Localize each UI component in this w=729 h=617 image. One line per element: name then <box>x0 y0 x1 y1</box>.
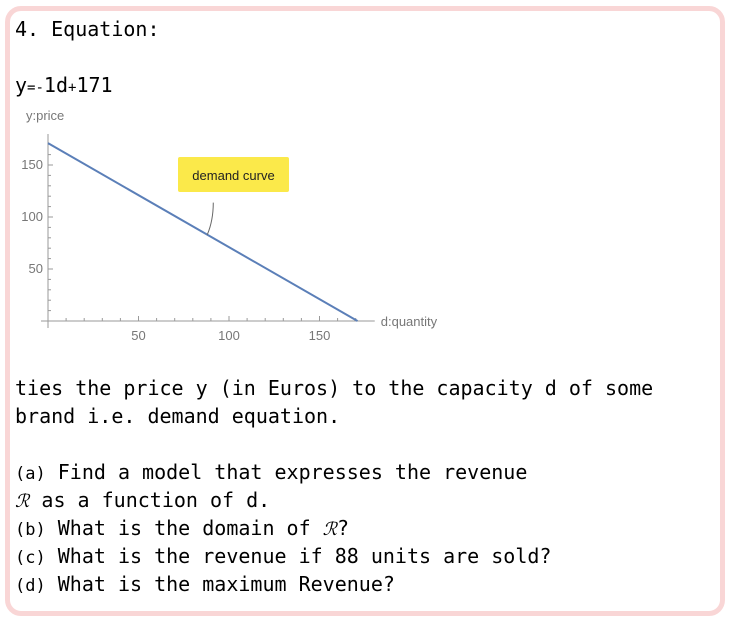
question-b-text: What is the domain of <box>57 516 323 540</box>
demand-line <box>47 142 359 322</box>
annotation-box <box>178 157 289 192</box>
question-a-line-1: (a) Find a model that expresses the reve… <box>15 460 527 484</box>
revenue-symbol: ℛ <box>15 491 30 512</box>
x-axis-label: d:quantity <box>381 314 438 329</box>
y-axis-label: y:price <box>26 108 64 123</box>
question-c-label: (c) <box>15 548 46 568</box>
question-b-label: (b) <box>15 520 46 540</box>
question-b-mark: ? <box>337 516 350 540</box>
exercise-card <box>5 6 725 616</box>
question-a-line-2: ℛ as a function of d. <box>15 488 270 512</box>
equation-plus: + <box>68 80 77 96</box>
equation-constant: 171 <box>76 73 113 97</box>
paragraph-line-2: brand i.e. demand equation. <box>15 404 341 428</box>
x-tick-label: 50 <box>131 328 145 343</box>
y-tick-label: 100 <box>21 209 43 224</box>
annotation-pointer <box>206 202 214 235</box>
equation-equals: = <box>27 80 36 96</box>
question-c-text: What is the revenue if 88 units are sold… <box>57 544 552 568</box>
question-a-text-2: as a function of d. <box>41 488 271 512</box>
question-d: (d) What is the maximum Revenue? <box>15 572 395 596</box>
equation-minus: - <box>35 80 44 96</box>
equation-term: 1d <box>43 73 69 97</box>
revenue-symbol: ℛ <box>322 519 338 540</box>
equation: y=-1d+171 <box>15 73 113 97</box>
question-d-label: (d) <box>15 576 46 596</box>
paragraph-line-1: ties the price y (in Euros) to the capac… <box>15 376 654 400</box>
equation-y: y <box>15 73 28 97</box>
y-tick-label: 50 <box>29 261 43 276</box>
question-d-text: What is the maximum Revenue? <box>57 572 395 596</box>
question-a-text: Find a model that expresses the revenue <box>57 460 528 484</box>
x-tick-label: 150 <box>309 328 331 343</box>
annotation-label: demand curve <box>192 168 274 183</box>
y-tick-label: 150 <box>21 157 43 172</box>
exercise-heading: 4. Equation: <box>15 17 160 41</box>
question-c: (c) What is the revenue if 88 units are … <box>15 544 551 568</box>
x-tick-label: 100 <box>218 328 240 343</box>
question-b: (b) What is the domain of ℛ? <box>15 516 349 540</box>
question-a-label: (a) <box>15 464 46 484</box>
